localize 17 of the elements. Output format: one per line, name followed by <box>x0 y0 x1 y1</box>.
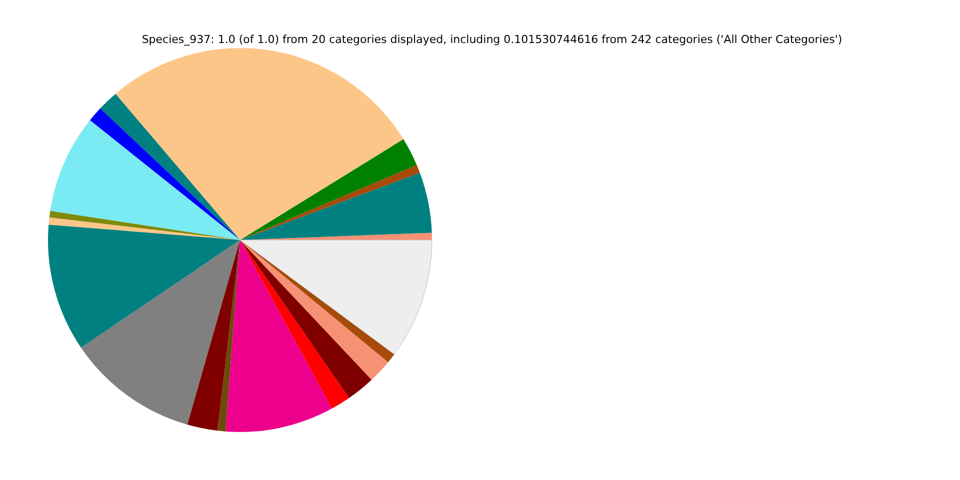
pie-slice <box>90 108 240 240</box>
text: Species_937: 1.0 (of 1.0) from 20 categories displayed, including 0.101530744616 from 242 categories ('All Other Categories') <box>142 33 842 46</box>
pie-slice <box>240 172 432 240</box>
pie-slice <box>49 210 240 240</box>
pie-slice <box>115 48 404 240</box>
pie-slice <box>240 240 350 409</box>
pie-slice <box>187 240 240 431</box>
pie-slice <box>50 120 240 240</box>
pie-slice <box>240 240 388 380</box>
pie-slice <box>81 240 240 425</box>
pie-slice <box>240 164 420 240</box>
pie-slice <box>240 240 372 398</box>
pie-slice <box>240 240 432 355</box>
pie-slice <box>48 217 240 240</box>
pie-slice <box>226 240 332 432</box>
pie-slice <box>240 139 417 240</box>
pie-slice <box>217 240 240 432</box>
